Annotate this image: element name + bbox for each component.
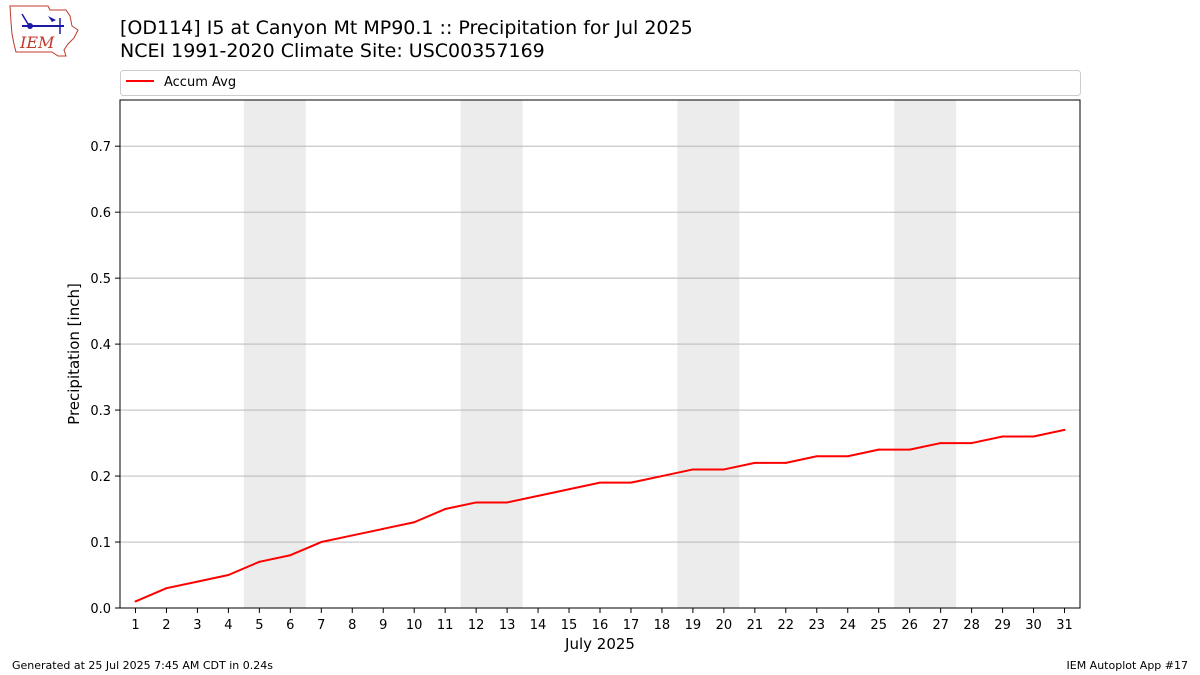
x-tick-label: 27 xyxy=(932,618,949,633)
x-tick-label: 8 xyxy=(348,618,356,633)
data-point xyxy=(1063,428,1066,431)
x-tick-label: 24 xyxy=(839,618,856,633)
data-point xyxy=(691,468,694,471)
x-tick-label: 30 xyxy=(1025,618,1042,633)
x-tick-label: 20 xyxy=(716,618,733,633)
app-credit: IEM Autoplot App #17 xyxy=(1066,659,1189,672)
x-tick-label: 21 xyxy=(747,618,764,633)
data-point xyxy=(506,501,509,504)
x-tick-label: 3 xyxy=(193,618,201,633)
data-point xyxy=(970,442,973,445)
data-point xyxy=(877,448,880,451)
data-point xyxy=(784,461,787,464)
legend-label: Accum Avg xyxy=(164,75,236,90)
data-point xyxy=(444,508,447,511)
data-point xyxy=(1001,435,1004,438)
chart-title: [OD114] I5 at Canyon Mt MP90.1 :: Precip… xyxy=(120,17,693,39)
x-axis-ticks: 1 2 3 4 5 6 7 8 9 10 11 12 13 14 15 16 17 18 19 20 21 22 23 24 2… xyxy=(131,608,1073,633)
x-tick-label: 15 xyxy=(561,618,578,633)
data-point xyxy=(629,481,632,484)
x-tick-label: 2 xyxy=(162,618,170,633)
data-point xyxy=(134,600,137,603)
x-tick-label: 23 xyxy=(809,618,826,633)
logo-text: IEM xyxy=(19,33,55,52)
x-tick-label: 10 xyxy=(406,618,423,633)
data-point xyxy=(1032,435,1035,438)
x-tick-label: 13 xyxy=(499,618,516,633)
weekend-band xyxy=(243,100,306,608)
data-point xyxy=(568,488,571,491)
x-tick-label: 29 xyxy=(994,618,1011,633)
y-tick-label: 0.0 xyxy=(90,602,111,617)
y-tick-label: 0.1 xyxy=(90,536,111,551)
y-tick-label: 0.5 xyxy=(90,272,111,287)
data-point xyxy=(660,475,663,478)
x-tick-label: 28 xyxy=(963,618,980,633)
data-point xyxy=(815,455,818,458)
x-tick-label: 19 xyxy=(685,618,702,633)
weekend-band xyxy=(460,100,523,608)
data-point xyxy=(537,494,540,497)
data-point xyxy=(351,534,354,537)
x-tick-label: 11 xyxy=(437,618,454,633)
generated-timestamp: Generated at 25 Jul 2025 7:45 AM CDT in … xyxy=(12,659,273,672)
legend-box xyxy=(120,70,1081,96)
data-point xyxy=(258,560,261,563)
x-tick-label: 17 xyxy=(623,618,640,633)
x-tick-label: 16 xyxy=(592,618,609,633)
data-point xyxy=(196,580,199,583)
weekend-bands xyxy=(243,100,957,608)
data-point xyxy=(722,468,725,471)
data-point xyxy=(846,455,849,458)
series-group xyxy=(134,428,1066,603)
data-point xyxy=(939,442,942,445)
data-point xyxy=(382,527,385,530)
x-tick-label: 12 xyxy=(468,618,485,633)
data-point xyxy=(753,461,756,464)
y-axis-label: Precipitation [inch] xyxy=(65,283,83,425)
chart-subtitle: NCEI 1991-2020 Climate Site: USC00357169 xyxy=(120,40,545,62)
data-point xyxy=(908,448,911,451)
x-tick-label: 31 xyxy=(1056,618,1073,633)
y-tick-label: 0.4 xyxy=(90,338,111,353)
y-tick-label: 0.7 xyxy=(90,140,111,155)
x-tick-label: 25 xyxy=(870,618,887,633)
data-point xyxy=(289,554,292,557)
data-point xyxy=(320,541,323,544)
x-tick-label: 22 xyxy=(778,618,795,633)
x-tick-label: 6 xyxy=(286,618,294,633)
x-tick-label: 26 xyxy=(901,618,918,633)
x-tick-label: 9 xyxy=(379,618,387,633)
x-tick-label: 7 xyxy=(317,618,325,633)
x-tick-label: 5 xyxy=(255,618,263,633)
data-point xyxy=(165,587,168,590)
x-tick-label: 1 xyxy=(131,618,139,633)
x-tick-label: 14 xyxy=(530,618,547,633)
y-tick-label: 0.6 xyxy=(90,206,111,221)
legend: Accum Avg xyxy=(120,70,1081,96)
data-point xyxy=(475,501,478,504)
weekend-band xyxy=(677,100,740,608)
y-axis-ticks: 0.0 0.1 0.2 0.3 0.4 0.5 0.6 0.7 xyxy=(90,140,120,617)
x-axis-label: July 2025 xyxy=(564,635,635,653)
data-point xyxy=(413,521,416,524)
x-tick-label: 4 xyxy=(224,618,232,633)
y-tick-label: 0.3 xyxy=(90,404,111,419)
weekend-band xyxy=(894,100,957,608)
x-tick-label: 18 xyxy=(654,618,671,633)
data-point xyxy=(599,481,601,484)
data-point xyxy=(227,574,230,577)
y-tick-label: 0.2 xyxy=(90,470,111,485)
iem-logo: IEM xyxy=(9,5,79,57)
